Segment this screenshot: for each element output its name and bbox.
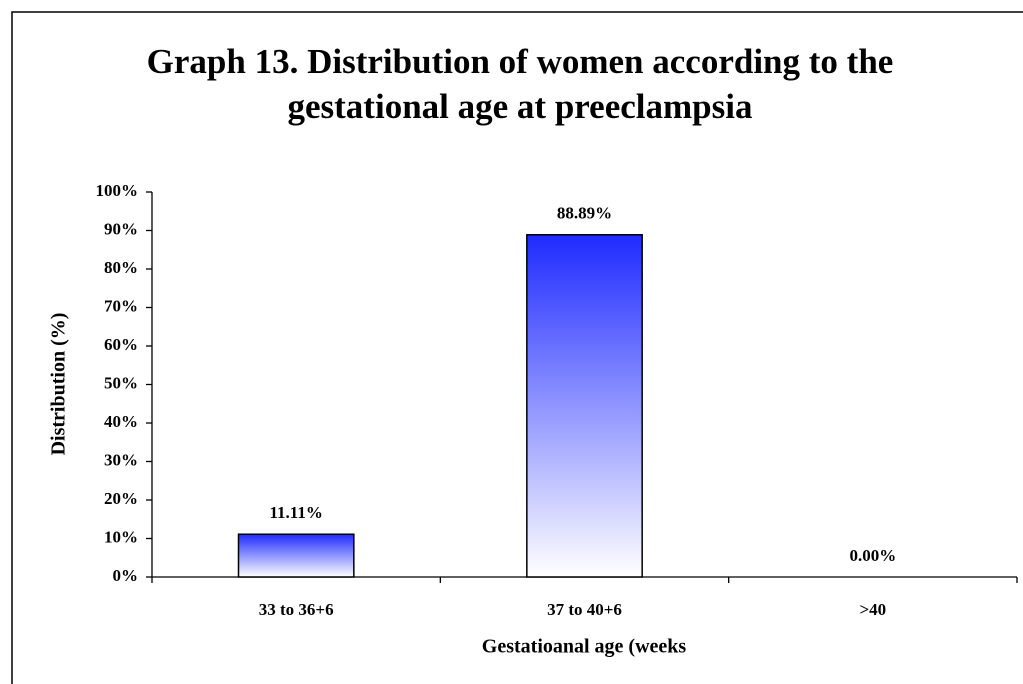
- y-tick-label: 80%: [104, 258, 138, 277]
- y-tick-label: 90%: [104, 219, 138, 238]
- x-axis-title: Gestatioanal age (weeks: [482, 636, 687, 658]
- chart-frame: [11, 11, 1023, 684]
- y-axis-title: Distribution (%): [48, 313, 70, 456]
- y-tick-label: 40%: [104, 412, 138, 431]
- x-tick-label: 37 to 40+6: [547, 600, 622, 619]
- y-tick-label: 0%: [113, 566, 139, 585]
- y-tick-label: 70%: [104, 296, 138, 315]
- y-tick-label: 50%: [104, 373, 138, 392]
- y-tick-label: 30%: [104, 450, 138, 469]
- value-label: 11.11%: [269, 503, 322, 522]
- value-label: 88.89%: [557, 204, 612, 223]
- bar: [237, 533, 355, 578]
- x-tick-label: 33 to 36+6: [259, 600, 334, 619]
- x-tick-label: >40: [859, 600, 886, 619]
- bar: [526, 234, 643, 578]
- chart-title: Graph 13. Distribution of women accordin…: [147, 42, 894, 81]
- y-tick-label: 60%: [104, 335, 138, 354]
- y-tick-label: 100%: [96, 181, 139, 200]
- value-label: 0.00%: [849, 546, 896, 565]
- chart-title: gestational age at preeclampsia: [288, 87, 753, 126]
- y-tick-label: 10%: [104, 527, 138, 546]
- y-tick-label: 20%: [104, 489, 138, 508]
